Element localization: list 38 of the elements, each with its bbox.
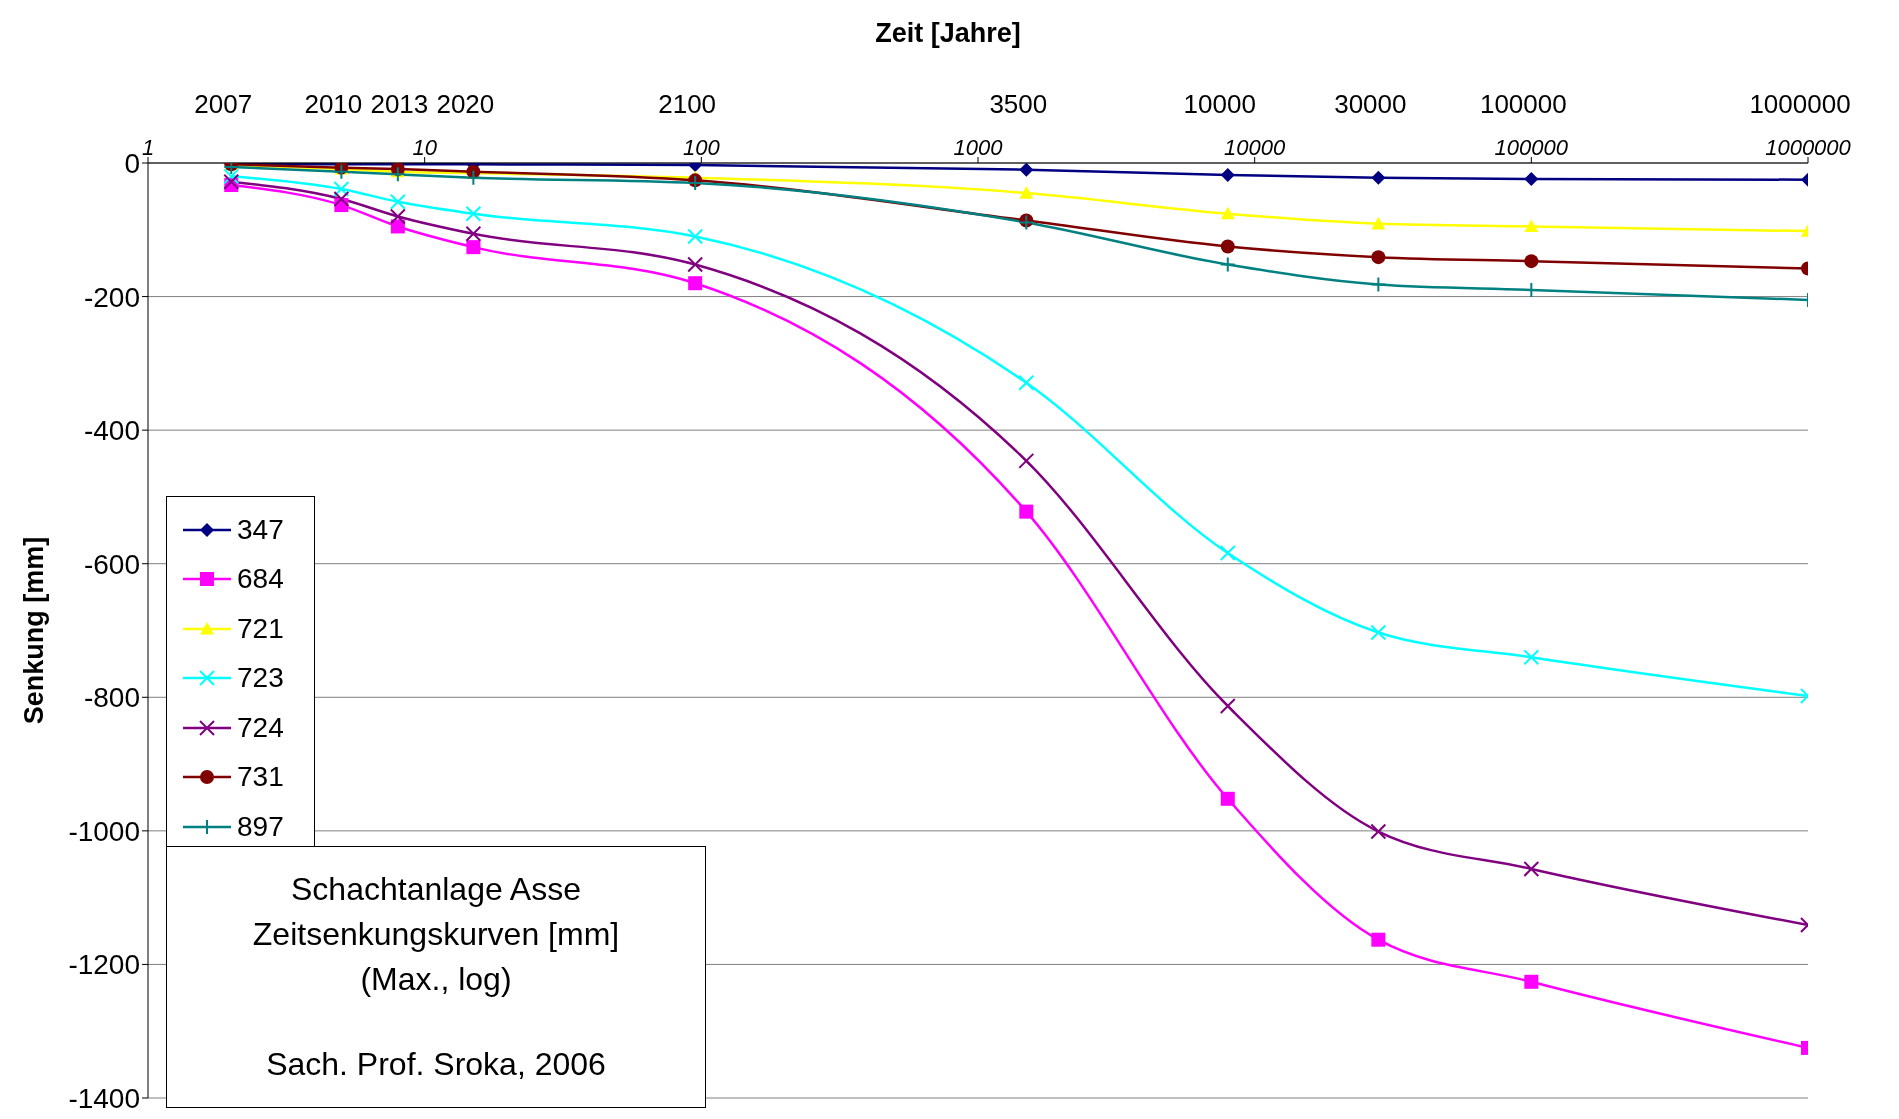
y-axis-title: Senkung [mm]	[18, 536, 49, 725]
annotation: Sach. Prof. Sroka, 2006	[265, 1045, 607, 1084]
text: 2020	[436, 89, 495, 119]
y-tick-label: -800	[83, 682, 140, 714]
y-tick-label: 0	[124, 147, 140, 179]
y-tick-label: -1200	[68, 949, 140, 981]
x-tick-label: 10	[412, 135, 438, 160]
x-axis-title: Zeit [Jahre]	[874, 17, 1022, 50]
x-tick-label: 1000	[953, 135, 1004, 160]
text: 10000	[1183, 89, 1256, 119]
text: 30000	[1334, 89, 1407, 119]
y-tick-label: -600	[83, 548, 140, 580]
legend-label: 347	[237, 513, 284, 546]
legend-label: 723	[237, 662, 284, 695]
annotation: (Max., log)	[359, 960, 513, 999]
x-tick-label: 1	[141, 135, 155, 160]
x-tick-label: 100	[682, 135, 721, 160]
x-tick-label: 10000	[1224, 135, 1287, 160]
legend-label: 731	[237, 761, 284, 794]
x-tick-label: 100000	[1494, 135, 1569, 160]
y-tick-label: -1400	[68, 1082, 140, 1114]
y-tick-label: -1000	[68, 815, 140, 847]
text: 100000	[1479, 89, 1567, 119]
text: 3500	[989, 89, 1048, 119]
text: 2013	[370, 89, 429, 119]
legend-label: 724	[237, 711, 284, 744]
x-tick-label: 1000000	[1765, 135, 1852, 160]
annotation: Zeitsenkungskurven [mm]	[251, 915, 621, 954]
legend-label: 897	[237, 810, 284, 843]
legend-label: 721	[237, 612, 284, 645]
text: 1000000	[1749, 89, 1851, 119]
text: 2007	[194, 89, 253, 119]
y-tick-label: -400	[83, 415, 140, 447]
text: 2010	[304, 89, 363, 119]
y-tick-label: -200	[83, 281, 140, 313]
text: 2100	[658, 89, 717, 119]
annotation: Schachtanlage Asse	[290, 870, 582, 909]
legend-label: 684	[237, 563, 284, 596]
